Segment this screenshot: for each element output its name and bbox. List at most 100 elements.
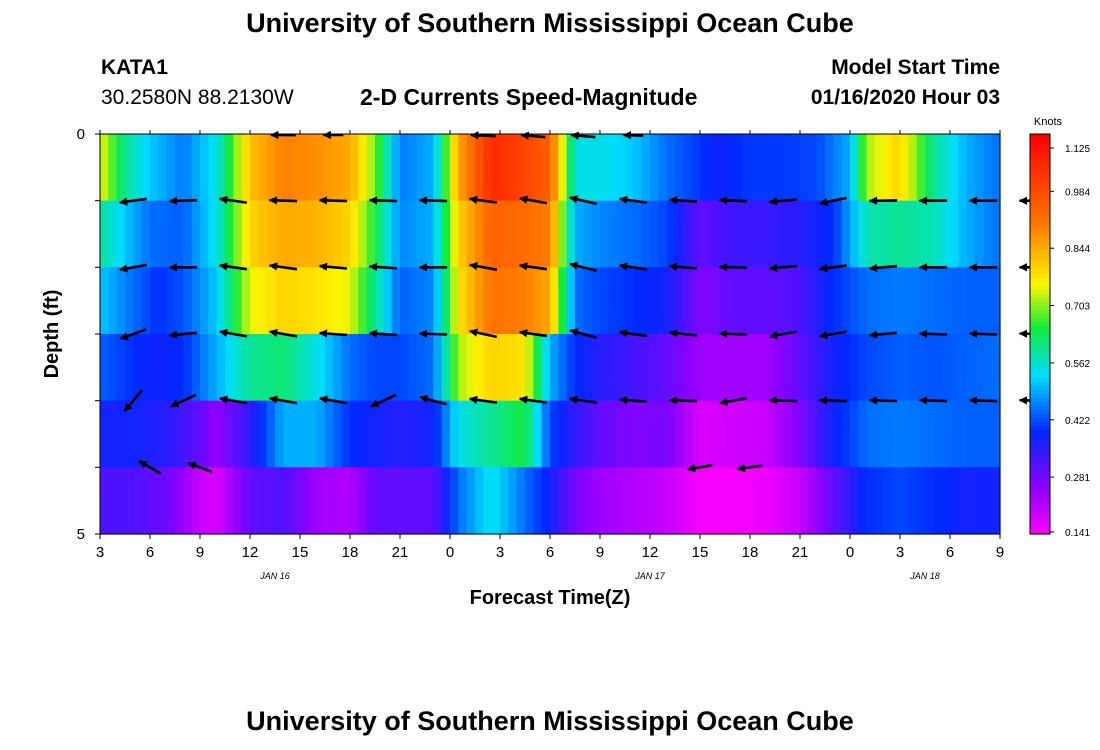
current-vector bbox=[368, 329, 398, 338]
heatmap-cell bbox=[266, 267, 276, 335]
heatmap-cell bbox=[233, 134, 243, 202]
current-vector bbox=[418, 196, 448, 205]
heatmap-cell bbox=[958, 467, 968, 535]
heatmap-cell bbox=[450, 334, 459, 402]
heatmap-cell bbox=[750, 467, 759, 535]
heatmap-cell bbox=[716, 334, 726, 402]
colorbar-segment bbox=[1030, 170, 1050, 175]
colorbar-segment bbox=[1030, 326, 1050, 331]
heatmap-cell bbox=[525, 134, 534, 202]
current-vector bbox=[318, 262, 348, 271]
heatmap-cell bbox=[633, 334, 643, 402]
heatmap-cell bbox=[141, 467, 151, 535]
heatmap-cell bbox=[600, 267, 609, 335]
heatmap-cell bbox=[383, 200, 393, 268]
heatmap-cell bbox=[450, 134, 459, 202]
heatmap-cell bbox=[200, 134, 209, 202]
heatmap-cell bbox=[725, 267, 734, 335]
heatmap-cell bbox=[358, 334, 368, 402]
heatmap-cell bbox=[175, 400, 184, 468]
heatmap-cell bbox=[550, 200, 559, 268]
heatmap-cell bbox=[425, 400, 434, 468]
current-vector bbox=[918, 396, 948, 405]
heatmap-cell bbox=[400, 200, 409, 268]
heatmap-cell bbox=[825, 334, 834, 402]
heatmap-cell bbox=[975, 267, 984, 335]
heatmap-cell bbox=[433, 334, 443, 402]
heatmap-cell bbox=[983, 267, 993, 335]
colorbar-segment bbox=[1030, 410, 1050, 415]
heatmap-cell bbox=[791, 134, 801, 202]
heatmap-cell bbox=[858, 134, 868, 202]
heatmap-cell bbox=[350, 200, 359, 268]
colorbar-segment bbox=[1030, 258, 1050, 263]
heatmap-cell bbox=[800, 267, 809, 335]
heatmap-cell bbox=[458, 334, 468, 402]
heatmap-cell bbox=[341, 467, 351, 535]
colorbar-tick-label: 0.141 bbox=[1065, 528, 1090, 539]
heatmap-cell bbox=[300, 267, 309, 335]
heatmap-cell bbox=[391, 467, 401, 535]
heatmap-cell bbox=[558, 334, 568, 402]
current-vector bbox=[370, 393, 397, 408]
colorbar-segment bbox=[1030, 206, 1050, 211]
heatmap-cell bbox=[408, 134, 418, 202]
heatmap-cell bbox=[433, 400, 443, 468]
current-vector bbox=[618, 262, 648, 271]
heatmap-cell bbox=[208, 267, 218, 335]
heatmap-cell bbox=[483, 400, 493, 468]
heatmap-cell bbox=[675, 134, 684, 202]
heatmap-cell bbox=[366, 134, 376, 202]
heatmap-cell bbox=[950, 267, 959, 335]
heatmap-cell bbox=[516, 334, 526, 402]
heatmap-cell bbox=[900, 400, 909, 468]
heatmap-cell bbox=[141, 267, 151, 335]
heatmap-cell bbox=[225, 267, 234, 335]
heatmap-cell bbox=[766, 467, 776, 535]
colorbar-segment bbox=[1030, 230, 1050, 235]
colorbar-segment bbox=[1030, 202, 1050, 207]
heatmap-cell bbox=[616, 334, 626, 402]
heatmap-cell bbox=[233, 400, 243, 468]
heatmap-cell bbox=[675, 267, 684, 335]
current-vector bbox=[568, 395, 598, 404]
heatmap-cell bbox=[233, 267, 243, 335]
colorbar-segment bbox=[1030, 246, 1050, 251]
heatmap-cell bbox=[750, 400, 759, 468]
current-vector bbox=[468, 395, 498, 404]
heatmap-cell bbox=[516, 267, 526, 335]
heatmap-cell bbox=[941, 334, 951, 402]
colorbar-segment bbox=[1030, 194, 1050, 199]
heatmap-cell bbox=[441, 134, 451, 202]
colorbar-tick-label: 1.125 bbox=[1065, 144, 1090, 155]
heatmap-cell bbox=[216, 400, 226, 468]
heatmap-cell bbox=[225, 200, 234, 268]
heatmap-cell bbox=[991, 200, 1001, 268]
heatmap-cell bbox=[625, 134, 634, 202]
colorbar-segment bbox=[1030, 282, 1050, 287]
colorbar-segment bbox=[1030, 382, 1050, 387]
colorbar-segment bbox=[1030, 174, 1050, 179]
heatmap-cell bbox=[441, 467, 451, 535]
colorbar-segment bbox=[1030, 378, 1050, 383]
heatmap-cell bbox=[258, 400, 268, 468]
heatmap-cell bbox=[400, 134, 409, 202]
heatmap-cell bbox=[783, 200, 793, 268]
heatmap-cell bbox=[158, 467, 168, 535]
colorbar: 1.125 0.984 0.844 0.703 0.562 0.422 0.281 0.141 bbox=[1029, 133, 1090, 539]
heatmap-cell bbox=[325, 400, 334, 468]
current-vector bbox=[118, 197, 148, 206]
colorbar-segment bbox=[1030, 182, 1050, 187]
x-tick-label: 9 bbox=[996, 544, 1004, 561]
heatmap-cell bbox=[733, 334, 743, 402]
heatmap-cell bbox=[525, 467, 534, 535]
heatmap-cell bbox=[933, 134, 943, 202]
heatmap-cell bbox=[641, 267, 651, 335]
heatmap-cell bbox=[833, 400, 843, 468]
heatmap-cell bbox=[408, 267, 418, 335]
x-tick-label: 0 bbox=[846, 544, 854, 561]
heatmap-cell bbox=[241, 467, 251, 535]
x-tick-label: 12 bbox=[242, 544, 259, 561]
heatmap-cell bbox=[375, 334, 384, 402]
heatmap-cell bbox=[566, 334, 576, 402]
